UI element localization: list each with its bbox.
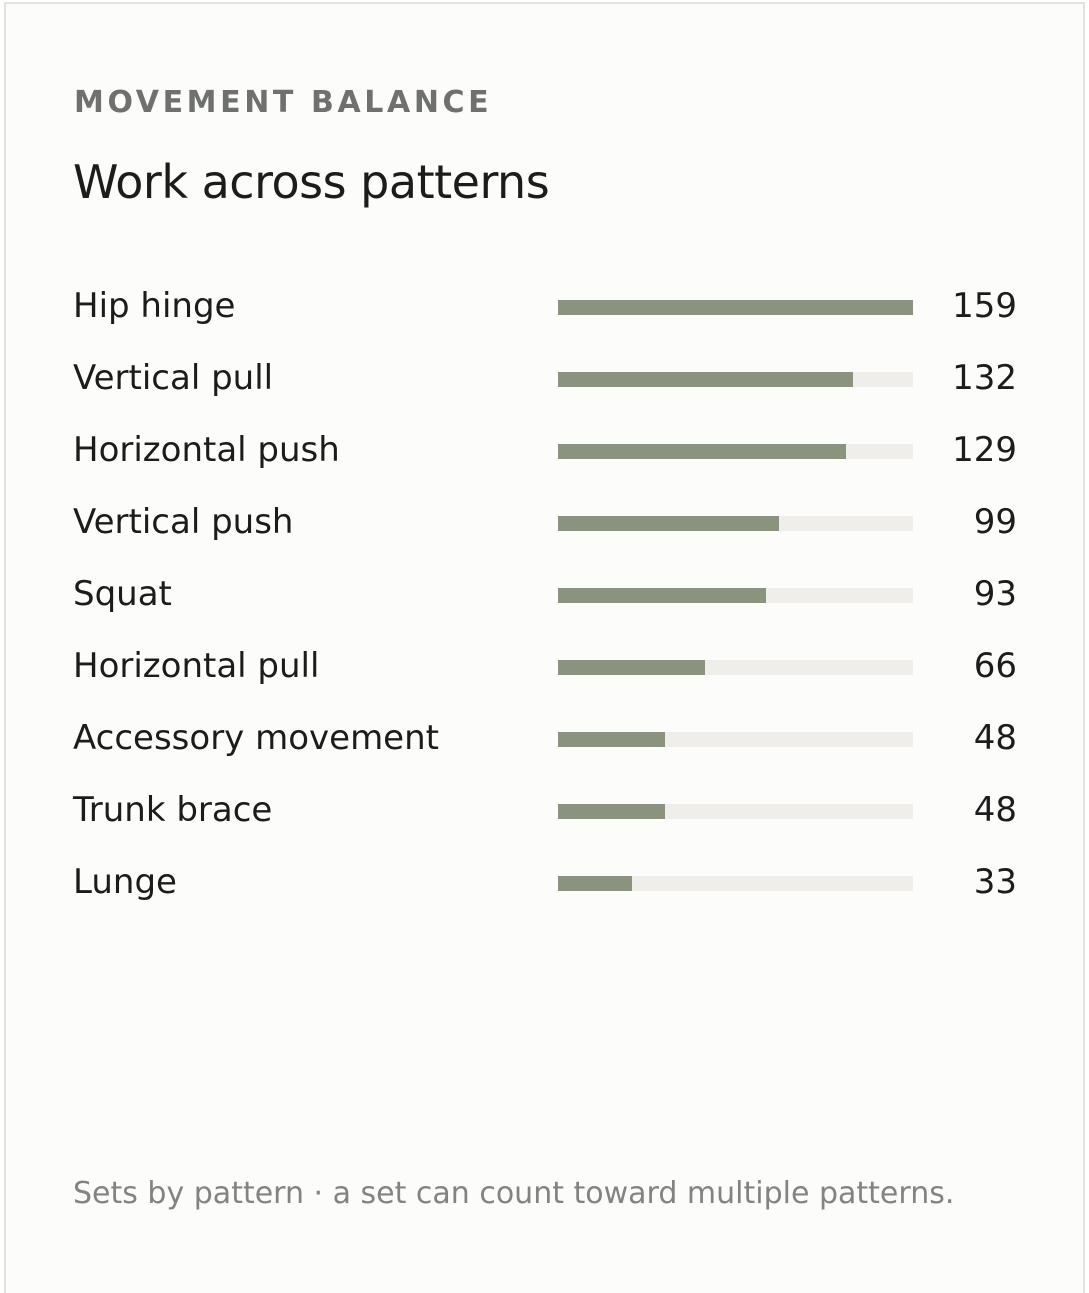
pattern-value: 159 — [952, 286, 1017, 326]
pattern-label: Trunk brace — [73, 790, 273, 830]
pattern-value: 66 — [973, 646, 1017, 686]
card-title: Work across patterns — [73, 155, 550, 209]
pattern-label: Accessory movement — [73, 718, 439, 758]
chart-footnote: Sets by pattern · a set can count toward… — [73, 1176, 955, 1211]
bar-fill — [558, 732, 665, 747]
bar-fill — [558, 444, 846, 459]
pattern-value: 99 — [973, 502, 1017, 542]
pattern-value: 132 — [952, 358, 1017, 398]
bar-track — [558, 516, 913, 531]
pattern-label: Lunge — [73, 862, 177, 902]
pattern-row: Squat 93 — [6, 574, 1083, 614]
pattern-label: Horizontal pull — [73, 646, 320, 686]
pattern-row: Lunge 33 — [6, 862, 1083, 902]
pattern-row: Horizontal pull 66 — [6, 646, 1083, 686]
bar-track — [558, 876, 913, 891]
pattern-row: Accessory movement 48 — [6, 718, 1083, 758]
bar-fill — [558, 372, 853, 387]
pattern-label: Squat — [73, 574, 172, 614]
bar-track — [558, 300, 913, 315]
pattern-row: Trunk brace 48 — [6, 790, 1083, 830]
bar-fill — [558, 804, 665, 819]
bar-track — [558, 588, 913, 603]
pattern-row: Vertical push 99 — [6, 502, 1083, 542]
card-eyebrow: MOVEMENT BALANCE — [74, 85, 493, 120]
pattern-value: 48 — [973, 718, 1017, 758]
movement-balance-card: MOVEMENT BALANCE Work across patterns Hi… — [4, 2, 1085, 1293]
pattern-bar-chart: Hip hinge 159 Vertical pull 132 Horizontal p… — [6, 4, 1083, 1293]
pattern-label: Vertical push — [73, 502, 294, 542]
pattern-value: 129 — [952, 430, 1017, 470]
pattern-row: Hip hinge 159 — [6, 286, 1083, 326]
bar-track — [558, 804, 913, 819]
pattern-row: Horizontal push 129 — [6, 430, 1083, 470]
pattern-label: Vertical pull — [73, 358, 274, 398]
bar-track — [558, 444, 913, 459]
bar-track — [558, 372, 913, 387]
bar-fill — [558, 660, 705, 675]
pattern-label: Horizontal push — [73, 430, 340, 470]
pattern-value: 48 — [973, 790, 1017, 830]
bar-fill — [558, 300, 913, 315]
pattern-value: 33 — [973, 862, 1017, 902]
bar-fill — [558, 588, 766, 603]
bar-track — [558, 732, 913, 747]
bar-fill — [558, 876, 632, 891]
pattern-value: 93 — [973, 574, 1017, 614]
bar-fill — [558, 516, 779, 531]
bar-track — [558, 660, 913, 675]
pattern-label: Hip hinge — [73, 286, 236, 326]
pattern-row: Vertical pull 132 — [6, 358, 1083, 398]
